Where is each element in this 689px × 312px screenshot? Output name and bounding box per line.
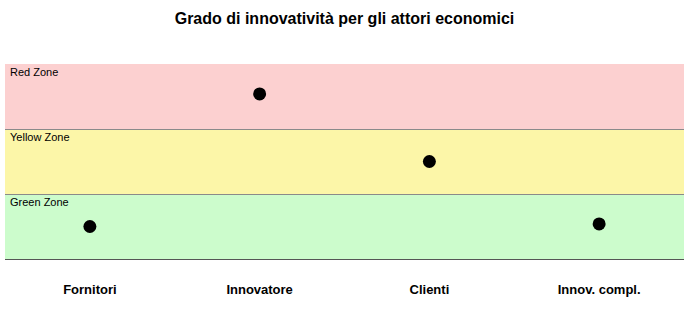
svg-text:Fornitori: Fornitori: [63, 282, 116, 297]
svg-text:Red Zone: Red Zone: [10, 66, 58, 78]
svg-text:Grado di innovatività per gli: Grado di innovatività per gli attori eco…: [175, 10, 515, 27]
svg-text:Yellow Zone: Yellow Zone: [10, 131, 70, 143]
svg-text:Innov. compl.: Innov. compl.: [558, 282, 641, 297]
svg-text:Clienti: Clienti: [410, 282, 450, 297]
svg-text:Innovatore: Innovatore: [226, 282, 292, 297]
svg-text:Green Zone: Green Zone: [10, 196, 69, 208]
